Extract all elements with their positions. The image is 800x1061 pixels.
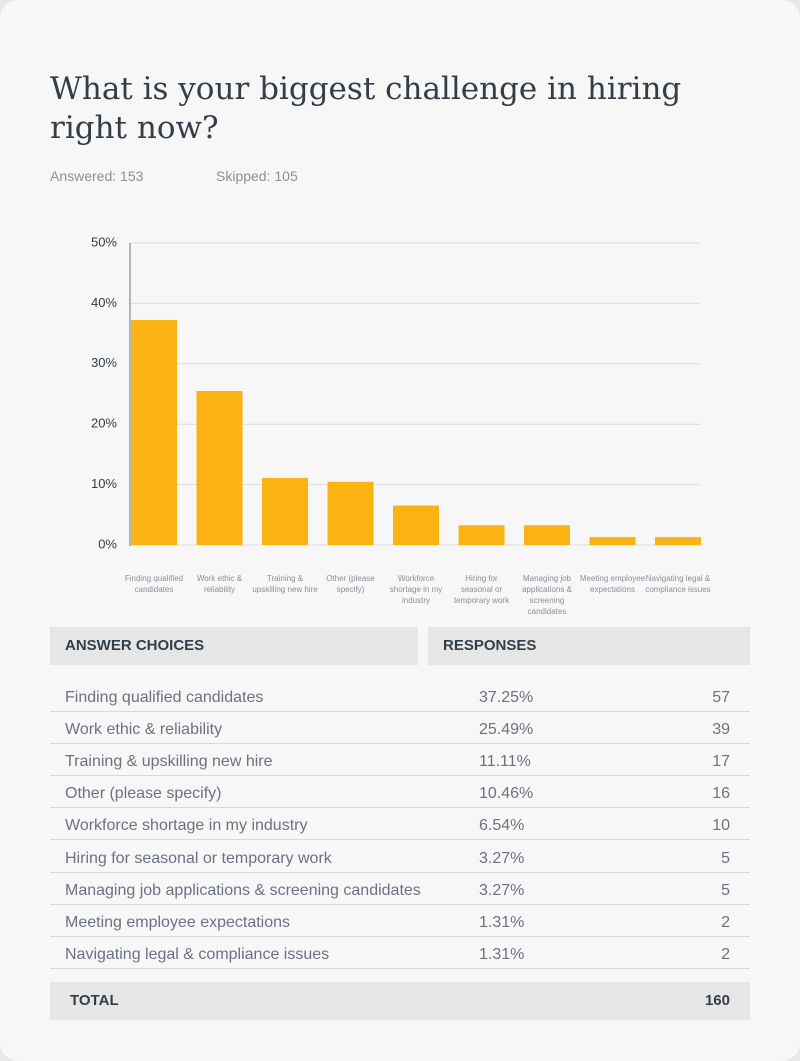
row-separator: [50, 711, 750, 712]
bar: [327, 481, 374, 545]
count: 5: [721, 881, 730, 899]
y-tick-label: 20%: [91, 416, 117, 431]
answer-choice: Other (please specify): [65, 785, 222, 803]
answered: Answered: 153: [50, 168, 144, 184]
answer-choice: Hiring for seasonal or temporary work: [65, 849, 332, 867]
count: 2: [721, 913, 730, 931]
y-tick-label: 10%: [91, 476, 117, 491]
row-separator: [50, 775, 750, 777]
row-separator: [50, 839, 750, 841]
y-tick-label: 50%: [91, 234, 117, 249]
count: 2: [721, 945, 730, 963]
row-separator: [50, 871, 750, 873]
percent: 3.27%: [479, 881, 525, 899]
row-separator: [50, 807, 750, 809]
total-row: [50, 982, 750, 1020]
percent: 1.31%: [479, 945, 525, 963]
table-header: ANSWER CHOICES: [50, 627, 418, 665]
x-tick-label: Other (please specify): [326, 574, 375, 594]
count: 17: [712, 753, 730, 771]
row-separator: [50, 967, 750, 969]
bar: [524, 525, 570, 545]
table-header: RESPONSES: [428, 627, 750, 665]
percent: 11.11%: [479, 753, 531, 771]
count: 10: [712, 817, 730, 835]
x-tick-label: Work ethic & reliability: [196, 574, 243, 594]
bar: [131, 320, 177, 545]
count: 5: [721, 849, 730, 867]
y-tick-label: 30%: [91, 355, 117, 370]
y-tick-label: 0%: [98, 536, 117, 551]
bar: [458, 525, 505, 545]
answer-choice: Navigating legal & compliance issues: [65, 945, 330, 963]
chart: 0% 10% 20% 30% 40% 50%: [91, 234, 701, 551]
x-tick-label: Training & upskilling new hire: [252, 574, 318, 594]
total-label: TOTAL: [70, 992, 119, 1009]
percent: 3.27%: [479, 849, 525, 867]
x-tick-label: Navigating legal & compliance issues: [645, 574, 711, 594]
answer-choice: Work ethic & reliability: [65, 721, 223, 739]
percent: 6.54%: [479, 817, 525, 835]
bar: [655, 537, 701, 545]
x-tick-label: Meeting employee expectations: [579, 574, 646, 594]
answer-choice: Training & upskilling new hire: [65, 753, 273, 771]
bar: [589, 537, 636, 545]
title: What is your biggest challenge in hiring…: [50, 71, 682, 146]
percent: 25.49%: [479, 721, 534, 739]
row-separator: [50, 935, 750, 937]
answer-choice: Finding qualified candidates: [65, 689, 264, 706]
count: 16: [712, 785, 730, 803]
x-tick-label: Finding qualified candidates: [124, 574, 184, 594]
row-separator: [50, 903, 750, 905]
x-tick-label: Hiring for seasonal or temporary work: [453, 574, 510, 605]
row-separator: [50, 743, 750, 745]
skipped: Skipped: 105: [216, 168, 298, 184]
count: 39: [712, 721, 730, 739]
percent: 10.46%: [479, 785, 534, 803]
answer-choice: Workforce shortage in my industry: [65, 817, 308, 835]
bar: [262, 477, 308, 545]
bar: [196, 391, 243, 545]
total-value: 160: [704, 992, 730, 1009]
percent: 37.25%: [479, 689, 534, 706]
percent: 1.31%: [479, 913, 525, 931]
answer-choice: Managing job applications & screening ca…: [65, 881, 421, 899]
answer-choice: Meeting employee expectations: [65, 913, 291, 931]
x-tick-label: Workforce shortage in my industry: [389, 574, 443, 605]
bar: [393, 505, 439, 545]
x-tick-label: Managing job applications & screening ca…: [522, 574, 572, 616]
count: 57: [712, 689, 730, 706]
y-tick-label: 40%: [91, 295, 117, 310]
